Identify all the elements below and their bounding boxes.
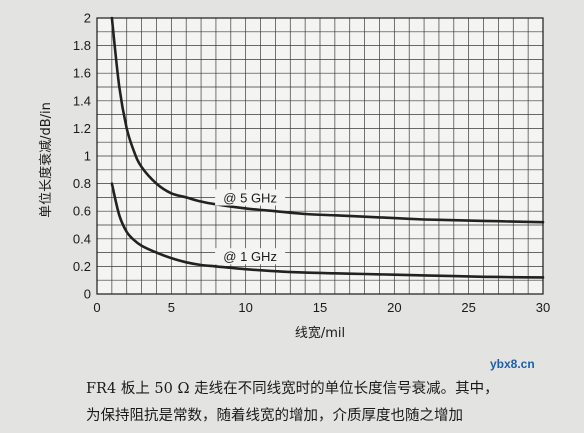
- x-tick-label: 30: [536, 300, 550, 315]
- tick-labels: 00.20.40.60.811.21.41.61.820 5 10 15 20 25 30: [73, 11, 550, 316]
- attenuation-chart: 00.20.40.60.811.21.41.61.820 5 10 15 20 25 30 …: [38, 11, 550, 342]
- y-tick-label: 0: [84, 287, 91, 302]
- series-lines: [110, 16, 545, 279]
- x-tick-label: 5: [168, 300, 175, 315]
- caption-line-1: FR4 板上 50 Ω 走线在不同线宽时的单位长度信号衰减。其中，: [86, 381, 499, 397]
- y-tick-label: 0.8: [73, 176, 91, 191]
- x-tick-label: 0: [93, 300, 100, 315]
- caption-line-2: 为保持阻抗是常数，随着线宽的增加，介质厚度也随之增加: [86, 408, 463, 424]
- x-tick-label: 25: [461, 300, 475, 315]
- series-label-background: [215, 189, 286, 206]
- x-tick-label: 15: [313, 300, 327, 315]
- y-tick-label: 0.6: [73, 204, 91, 219]
- y-tick-label: 1.6: [73, 66, 91, 81]
- series-label: @ 5 GHz: [223, 191, 277, 206]
- series-line-5ghz: [110, 16, 545, 224]
- watermark: ybx8.cn: [490, 357, 535, 371]
- series-line-1ghz: [110, 182, 545, 279]
- series-label-background: [215, 248, 286, 265]
- series-labels: @ 5 GHz @ 1 GHz: [215, 189, 286, 265]
- plot-frame: [96, 17, 544, 295]
- y-tick-label: 0.2: [73, 259, 91, 274]
- y-tick-label: 1: [84, 149, 91, 164]
- y-tick-label: 2: [84, 11, 91, 26]
- x-tick-label: 20: [387, 300, 401, 315]
- series-label: @ 1 GHz: [223, 249, 277, 264]
- x-tick-label: 10: [238, 300, 252, 315]
- y-tick-label: 1.4: [73, 93, 91, 108]
- y-tick-label: 1.8: [73, 38, 91, 53]
- y-tick-label: 1.2: [73, 121, 91, 136]
- y-tick-label: 0.4: [73, 231, 91, 246]
- x-axis-title: 线宽/mil: [295, 325, 345, 341]
- grid: [97, 18, 543, 294]
- y-axis-title: 单位长度衰减/dB/in: [38, 102, 54, 218]
